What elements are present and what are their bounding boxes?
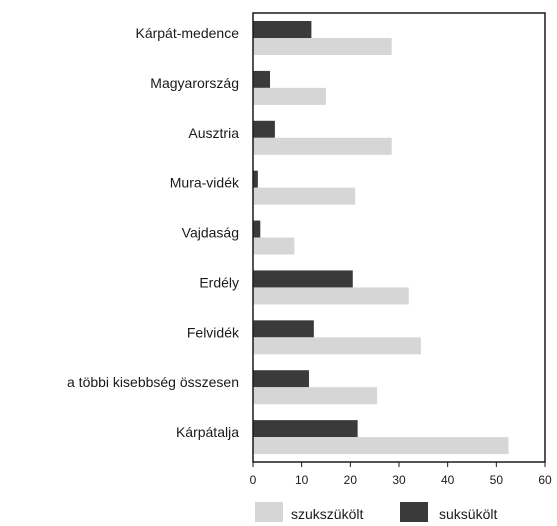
bar-szukszukolt-1 xyxy=(253,87,326,105)
bar-szukszukolt-5 xyxy=(253,287,409,305)
bar-suksukolt-7 xyxy=(253,370,309,388)
category-label: Magyarország xyxy=(150,75,239,91)
bar-szukszukolt-3 xyxy=(253,187,356,205)
category-label: Felvidék xyxy=(187,324,240,340)
category-label: Erdély xyxy=(199,274,239,290)
x-axis-ticks: 0 10 20 30 40 50 60 xyxy=(250,462,552,487)
category-label: a többi kisebbség összesen xyxy=(67,374,239,390)
category-labels: Kárpát-medence Magyarország Ausztria Mura-v… xyxy=(67,25,240,440)
category-label: Ausztria xyxy=(188,125,239,141)
bar-suksukolt-2 xyxy=(253,120,275,138)
category-label: Kárpát-medence xyxy=(135,25,239,41)
bar-suksukolt-5 xyxy=(253,270,353,288)
legend: szukszükölt suksükölt xyxy=(255,502,497,522)
x-tick-label: 0 xyxy=(250,473,257,487)
bar-szukszukolt-2 xyxy=(253,137,392,155)
bar-suksukolt-1 xyxy=(253,70,271,88)
x-tick-label: 40 xyxy=(441,473,455,487)
bar-suksukolt-6 xyxy=(253,320,314,338)
x-tick-label: 30 xyxy=(392,473,406,487)
x-tick-label: 10 xyxy=(295,473,309,487)
bars-group xyxy=(253,21,509,455)
bar-szukszukolt-4 xyxy=(253,237,295,255)
bar-suksukolt-8 xyxy=(253,420,358,438)
x-tick-label: 20 xyxy=(344,473,358,487)
bar-szukszukolt-0 xyxy=(253,38,392,55)
category-label: Vajdaság xyxy=(182,225,239,241)
category-label: Kárpátalja xyxy=(176,424,239,440)
bar-szukszukolt-7 xyxy=(253,387,378,405)
category-label: Mura-vidék xyxy=(170,175,240,191)
bar-szukszukolt-8 xyxy=(253,437,509,455)
legend-swatch-szukszukolt xyxy=(255,502,283,522)
legend-swatch-suksukolt xyxy=(400,502,428,522)
legend-label-szukszukolt: szukszükölt xyxy=(291,506,363,522)
x-tick-label: 50 xyxy=(490,473,504,487)
x-tick-label: 60 xyxy=(538,473,552,487)
bar-suksukolt-4 xyxy=(253,220,261,238)
bar-suksukolt-0 xyxy=(253,21,312,38)
bar-szukszukolt-6 xyxy=(253,337,421,355)
legend-label-suksukolt: suksükölt xyxy=(439,506,497,522)
bar-suksukolt-3 xyxy=(253,170,258,188)
